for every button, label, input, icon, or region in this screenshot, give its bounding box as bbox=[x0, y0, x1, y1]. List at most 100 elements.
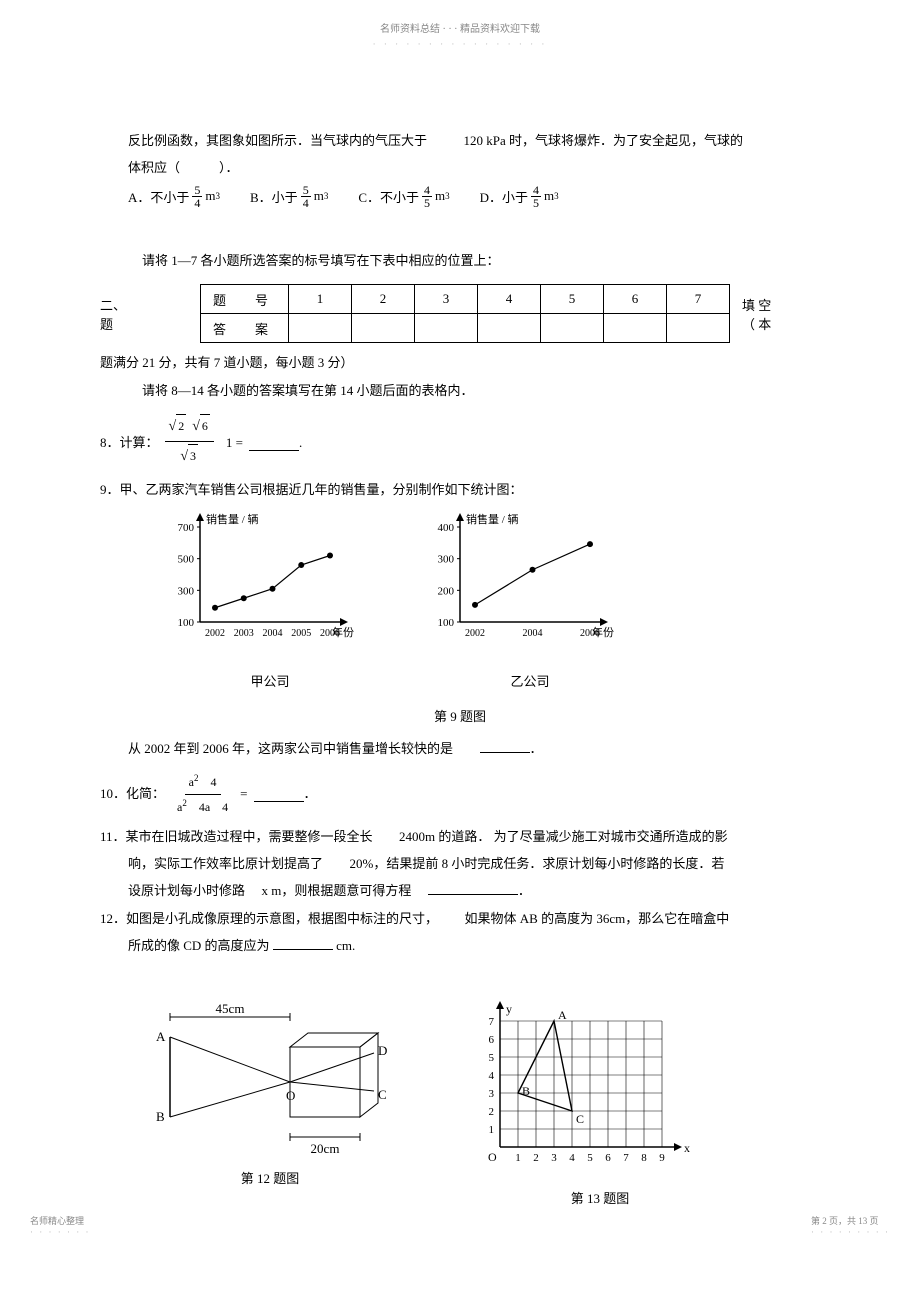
svg-text:5: 5 bbox=[587, 1152, 593, 1164]
optB-sup: 3 bbox=[324, 191, 329, 201]
q7-option-a: A．不小于 5 4 m3 bbox=[128, 184, 220, 209]
th-2: 2 bbox=[352, 285, 415, 314]
document-page: 名师资料总结 · · · 精品资料欢迎下载 · · · · · · · · · … bbox=[0, 0, 920, 1247]
q12-blank[interactable] bbox=[273, 935, 333, 950]
svg-text:100: 100 bbox=[178, 617, 195, 629]
svg-text:销售量 / 辆: 销售量 / 辆 bbox=[466, 512, 519, 526]
section2-left-a: 二、 bbox=[100, 295, 140, 314]
q7-options: A．不小于 5 4 m3 B．小于 5 4 m3 C．不小于 4 5 m3 D．… bbox=[100, 184, 820, 209]
section2-line: 题满分 21 分，共有 7 道小题，每小题 3 分） bbox=[100, 351, 820, 374]
optD-unit: m bbox=[544, 188, 554, 204]
q9-after: 从 2002 年到 2006 年，这两家公司中销售量增长较快的是 ． bbox=[100, 737, 820, 760]
ans-5[interactable] bbox=[541, 314, 604, 343]
optB-unit: m bbox=[314, 188, 324, 204]
section2-right-b: （ 本 bbox=[742, 314, 771, 333]
svg-text:年份: 年份 bbox=[332, 625, 354, 639]
ans-6[interactable] bbox=[604, 314, 667, 343]
optA-num: 5 bbox=[192, 184, 202, 197]
optA-prefix: A．不小于 bbox=[128, 187, 189, 206]
q8: 8．计算： √2 √6 √3 1 = . bbox=[100, 414, 820, 472]
optC-num: 4 bbox=[422, 184, 432, 197]
svg-text:B: B bbox=[522, 1084, 530, 1098]
q9-charts: 70050030010020022003200420052006销售量 / 辆年… bbox=[160, 512, 820, 702]
svg-text:1: 1 bbox=[515, 1152, 521, 1164]
section2-instr: 请将 8—14 各小题的答案填写在第 14 小题后面的表格内． bbox=[100, 379, 820, 402]
optD-num: 4 bbox=[531, 184, 541, 197]
svg-text:200: 200 bbox=[438, 585, 455, 597]
q10-num-rest: 4 bbox=[199, 775, 217, 789]
header-title: 名师资料总结 · · · 精品资料欢迎下载 bbox=[100, 20, 820, 35]
footer-left-text: 名师精心整理 bbox=[30, 1214, 90, 1227]
optD-den: 5 bbox=[531, 197, 541, 209]
q10-blank[interactable] bbox=[254, 787, 304, 802]
footer-left-dots: · · · · · · · bbox=[30, 1227, 90, 1237]
q8-minus: 1 = bbox=[226, 431, 243, 456]
optA-den: 4 bbox=[192, 197, 202, 209]
footer-right-dots: · · · · · · · · · bbox=[811, 1227, 890, 1237]
q10: 10．化简： a2 4 a2 4a 4 = ． bbox=[100, 770, 820, 819]
sqrt3: √3 bbox=[180, 444, 198, 471]
fig13-caption: 第 13 题图 bbox=[460, 1188, 740, 1207]
q11-l3: 设原计划每小时修路 x m，则根据题意可得方程 ． bbox=[100, 879, 820, 902]
q8-blank[interactable] bbox=[249, 436, 299, 451]
tr-label: 答 案 bbox=[201, 314, 289, 343]
ans-7[interactable] bbox=[667, 314, 730, 343]
footer-right: 第 2 页，共 13 页 · · · · · · · · · bbox=[811, 1214, 890, 1237]
svg-text:3: 3 bbox=[489, 1088, 495, 1100]
table-row-answers: 答 案 bbox=[201, 314, 730, 343]
sqrt2-body: 2 bbox=[176, 414, 186, 438]
q12-l1a: 12．如图是小孔成像原理的示意图，根据图中标注的尺寸， bbox=[100, 911, 438, 926]
q7-option-b: B．小于 5 4 m3 bbox=[250, 184, 328, 209]
svg-text:A: A bbox=[156, 1029, 166, 1044]
optC-prefix: C．不小于 bbox=[358, 187, 419, 206]
ans-2[interactable] bbox=[352, 314, 415, 343]
q9-caption: 第 9 题图 bbox=[100, 706, 820, 725]
q7-line2: 体积应（ ）． bbox=[100, 156, 820, 179]
svg-text:1: 1 bbox=[489, 1124, 495, 1136]
q10-pre: 10．化简： bbox=[100, 782, 165, 807]
optB-frac: 5 4 bbox=[301, 184, 311, 209]
q10-den-mid: 4a 4 bbox=[187, 800, 228, 814]
q9-pre: 9．甲、乙两家汽车销售公司根据近几年的销售量，分别制作如下统计图： bbox=[100, 478, 820, 501]
q7-text-a: 反比例函数，其图象如图所示．当气球内的气压大于 bbox=[128, 133, 427, 148]
q11-l2a: 响，实际工作效率比原计划提高了 bbox=[128, 856, 323, 871]
section2-right: 填 空 （ 本 bbox=[742, 295, 771, 333]
ans-4[interactable] bbox=[478, 314, 541, 343]
th-6: 6 bbox=[604, 285, 667, 314]
q7-option-d: D．小于 4 5 m3 bbox=[480, 184, 559, 209]
footer-left: 名师精心整理 · · · · · · · bbox=[30, 1214, 90, 1237]
q12-l2a: 所成的像 CD 的高度应为 bbox=[128, 938, 270, 953]
footer-right-text: 第 2 页，共 13 页 bbox=[811, 1214, 890, 1227]
fig13-wrap: 7654321123456789OyxABC 第 13 题图 bbox=[460, 977, 740, 1207]
optB-prefix: B．小于 bbox=[250, 187, 298, 206]
q11-l3b: x m，则根据题意可得方程 bbox=[262, 883, 412, 898]
th-3: 3 bbox=[415, 285, 478, 314]
q11-blank[interactable] bbox=[428, 880, 518, 895]
q9-blank[interactable] bbox=[480, 738, 530, 753]
ans-3[interactable] bbox=[415, 314, 478, 343]
svg-text:300: 300 bbox=[178, 585, 195, 597]
figures-row: 45cm20cmABODC 第 12 题图 7654321123456789Oy… bbox=[140, 977, 820, 1207]
ans-1[interactable] bbox=[289, 314, 352, 343]
svg-text:20cm: 20cm bbox=[311, 1141, 340, 1156]
answer-table: 题 号 1 2 3 4 5 6 7 答 案 bbox=[200, 284, 730, 343]
optA-frac: 5 4 bbox=[192, 184, 202, 209]
q11-l2b: 20%，结果提前 8 小时完成任务．求原计划每小时修路的长度．若 bbox=[350, 856, 725, 871]
svg-text:A: A bbox=[558, 1008, 567, 1022]
svg-text:年份: 年份 bbox=[592, 625, 614, 639]
th-4: 4 bbox=[478, 285, 541, 314]
q11-l1a: 11．某市在旧城改造过程中，需要整修一段全长 bbox=[100, 829, 373, 844]
svg-text:400: 400 bbox=[438, 522, 455, 534]
svg-text:2004: 2004 bbox=[523, 628, 543, 639]
svg-text:8: 8 bbox=[641, 1152, 647, 1164]
sqrt3-body: 3 bbox=[188, 444, 198, 468]
svg-text:销售量 / 辆: 销售量 / 辆 bbox=[206, 512, 259, 526]
sqrt6: √6 bbox=[192, 414, 210, 441]
q11-l1: 11．某市在旧城改造过程中，需要整修一段全长 2400m 的道路． 为了尽量减少… bbox=[100, 825, 820, 848]
svg-text:4: 4 bbox=[569, 1152, 575, 1164]
svg-text:2004: 2004 bbox=[263, 628, 283, 639]
chart-yi: 400300200100200220042006销售量 / 辆年份 bbox=[420, 512, 640, 662]
svg-text:2002: 2002 bbox=[205, 628, 225, 639]
q7-text-b: 120 kPa 时，气球将爆炸．为了安全起见，气球的 bbox=[464, 133, 744, 148]
svg-text:2003: 2003 bbox=[234, 628, 254, 639]
